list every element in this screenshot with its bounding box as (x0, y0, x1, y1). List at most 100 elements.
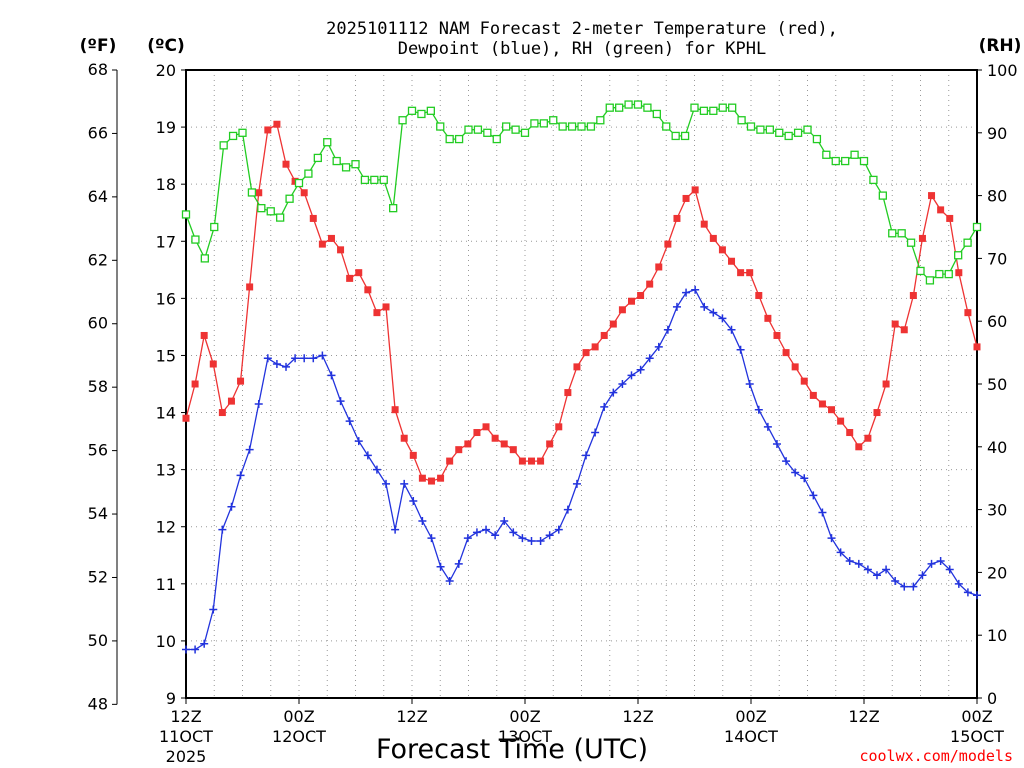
data-point (318, 351, 327, 360)
data-point (209, 360, 217, 368)
data-point (577, 122, 586, 131)
data-point (718, 103, 727, 112)
data-point (646, 280, 654, 288)
data-point (236, 471, 245, 480)
data-point (360, 175, 370, 185)
data-point (400, 434, 408, 442)
data-point (370, 175, 379, 185)
data-point (963, 588, 972, 597)
data-point (209, 605, 218, 614)
data-point (831, 156, 840, 166)
fahrenheit-tick-label: 52 (88, 567, 108, 586)
data-point (379, 175, 388, 185)
data-point (955, 269, 963, 277)
data-point (464, 125, 473, 134)
data-point (791, 468, 800, 477)
data-point (527, 537, 536, 545)
x-axis-label: Forecast Time (UTC) (376, 734, 648, 765)
data-point (746, 269, 754, 277)
data-point (491, 434, 499, 442)
data-point (200, 331, 208, 339)
data-point (900, 582, 909, 591)
data-point (944, 269, 953, 279)
data-point (473, 125, 483, 134)
data-point (445, 134, 454, 144)
data-point (323, 138, 332, 147)
data-point (238, 128, 247, 137)
data-point (891, 576, 900, 585)
data-point (332, 156, 341, 166)
data-point (372, 465, 381, 474)
data-point (464, 440, 472, 448)
data-point (527, 457, 535, 465)
data-point (345, 417, 354, 426)
fahrenheit-tick-label: 60 (88, 314, 108, 333)
data-point (191, 235, 200, 244)
data-point (509, 528, 518, 537)
data-point (800, 474, 809, 483)
rh-tick-label: 70 (987, 249, 1007, 268)
data-point (782, 349, 790, 357)
data-point (925, 276, 935, 285)
data-point (491, 531, 500, 540)
series-line (185, 123, 978, 482)
data-point (555, 423, 563, 431)
data-point (582, 349, 590, 357)
data-point (492, 134, 501, 144)
data-point (671, 131, 680, 141)
data-point (282, 160, 290, 168)
chart-axes: 48 50 52 54 56 58 60 62 64 66 68 9 10 11 12 13 14 15 16 17 1… (88, 60, 1018, 766)
data-point (945, 565, 954, 574)
data-point (746, 122, 756, 131)
data-point (618, 306, 626, 314)
data-point (600, 402, 609, 411)
data-point (700, 302, 709, 311)
celsius-tick-label: 16 (156, 289, 176, 308)
data-point (354, 437, 363, 446)
year-tick-label: 2025 (166, 747, 207, 766)
data-point (690, 103, 699, 112)
data-point (407, 106, 417, 115)
data-point (633, 100, 643, 109)
data-point (520, 128, 530, 137)
data-point (482, 423, 490, 431)
data-point (427, 534, 436, 543)
date-tick-label: 15OCT (950, 727, 1004, 746)
data-point (455, 446, 463, 454)
data-point (964, 309, 972, 317)
data-point (591, 343, 599, 351)
data-point (586, 122, 596, 131)
data-point (709, 234, 717, 242)
data-point (652, 109, 661, 119)
data-point (845, 556, 854, 565)
data-point (247, 188, 257, 197)
data-point (218, 525, 227, 534)
data-point (764, 314, 772, 322)
data-point (227, 502, 236, 511)
data-point (327, 234, 335, 242)
data-point (624, 100, 633, 109)
data-point (841, 156, 850, 166)
data-point (664, 240, 672, 248)
data-point (891, 320, 899, 328)
data-point (909, 582, 918, 591)
data-point (294, 178, 304, 188)
data-point (637, 292, 645, 300)
data-point (864, 434, 872, 442)
data-point (341, 163, 351, 172)
data-point (391, 525, 400, 534)
rh-unit-label: (RH) (979, 36, 1022, 56)
date-tick-label: 11OCT (159, 727, 213, 746)
time-tick-label: 00Z (509, 707, 540, 726)
data-point (888, 229, 897, 238)
data-point (972, 222, 982, 232)
data-point (337, 246, 345, 254)
data-point (803, 125, 812, 134)
data-point (254, 399, 263, 408)
series-dewpoint (182, 285, 981, 654)
data-point (937, 206, 945, 214)
fahrenheit-tick-label: 54 (88, 504, 108, 523)
data-point (537, 457, 545, 465)
credit-text[interactable]: coolwx.com/models (859, 747, 1013, 765)
